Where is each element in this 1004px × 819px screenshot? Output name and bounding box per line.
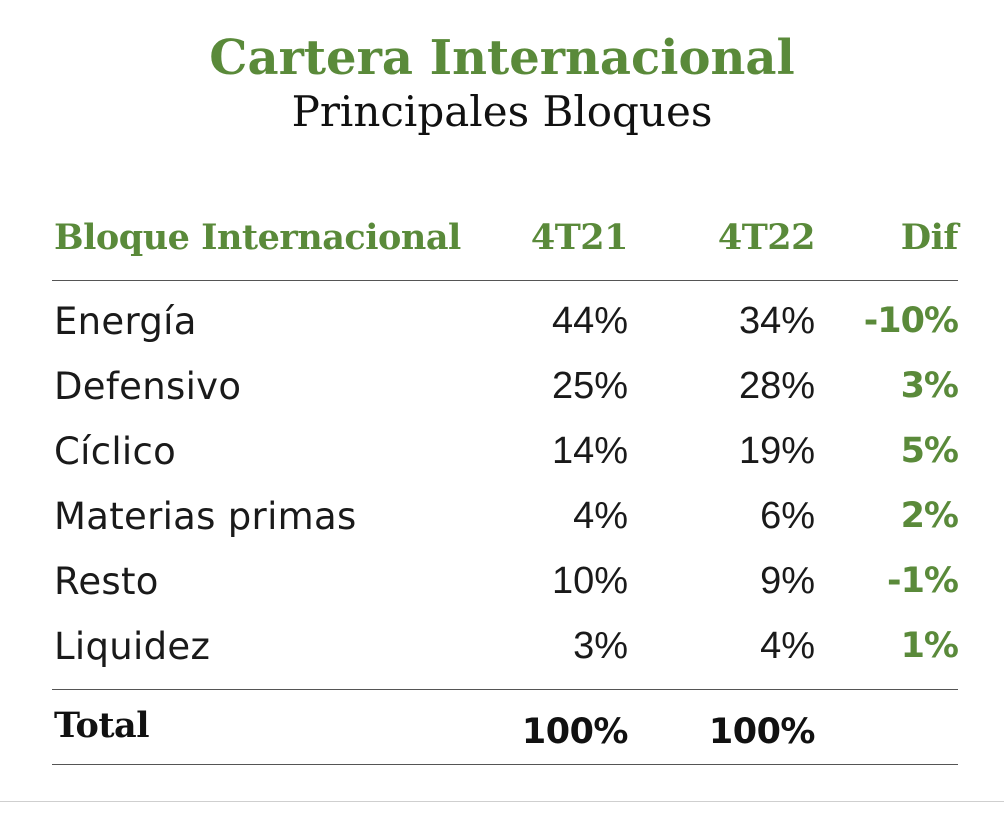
row-dif-value: 5% (900, 431, 959, 471)
row-4t22-value: 6% (760, 495, 815, 537)
table-row: Resto 10% 9% -1% (52, 549, 959, 614)
row-4t21-value: 3% (573, 625, 628, 667)
row-dif-value: -1% (887, 561, 959, 601)
row-bloque: Materias primas (54, 495, 357, 538)
header-divider (52, 280, 958, 281)
total-4t21-value: 100% (521, 712, 629, 752)
table-header-row: Bloque Internacional 4T21 4T22 Dif (52, 210, 959, 266)
row-4t22-value: 34% (738, 300, 815, 342)
row-dif-value: 3% (900, 366, 959, 406)
row-bloque: Resto (54, 560, 159, 603)
row-bloque: Cíclico (54, 430, 177, 473)
page-bottom-divider (0, 801, 1004, 802)
table-row: Defensivo 25% 28% 3% (52, 354, 959, 419)
row-dif-value: 2% (900, 496, 959, 536)
table-row: Energía 44% 34% -10% (52, 289, 959, 354)
row-4t22-value: 28% (738, 365, 815, 407)
total-row: Total 100% 100% (52, 690, 958, 764)
total-4t22-value: 100% (708, 712, 816, 752)
table-row: Materias primas 4% 6% 2% (52, 484, 959, 549)
row-dif-value: -10% (863, 301, 959, 341)
page-subtitle: Principales Bloques (291, 87, 713, 136)
row-dif-value: 1% (900, 626, 959, 666)
row-4t21-value: 10% (551, 560, 628, 602)
page-title: Cartera Internacional (209, 30, 795, 86)
row-4t22-value: 19% (738, 430, 815, 472)
row-4t22-value: 4% (760, 625, 815, 667)
row-bloque: Defensivo (54, 365, 242, 408)
row-4t22-value: 9% (760, 560, 815, 602)
total-divider (52, 689, 958, 690)
column-header-dif: Dif (900, 217, 959, 258)
column-header-bloque: Bloque Internacional (54, 217, 461, 258)
row-4t21-value: 14% (551, 430, 628, 472)
total-label: Total (54, 705, 150, 746)
row-4t21-value: 44% (551, 300, 628, 342)
table-row: Liquidez 3% 4% 1% (52, 614, 959, 679)
table-bottom-rule (52, 764, 958, 765)
portfolio-table: Bloque Internacional 4T21 4T22 Dif Energ… (52, 210, 959, 765)
row-bloque: Energía (54, 300, 197, 343)
row-4t21-value: 4% (573, 495, 628, 537)
row-bloque: Liquidez (54, 625, 211, 668)
table-row: Cíclico 14% 19% 5% (52, 419, 959, 484)
column-header-4t21: 4T21 (530, 217, 629, 258)
row-4t21-value: 25% (551, 365, 628, 407)
column-header-4t22: 4T22 (717, 217, 816, 258)
